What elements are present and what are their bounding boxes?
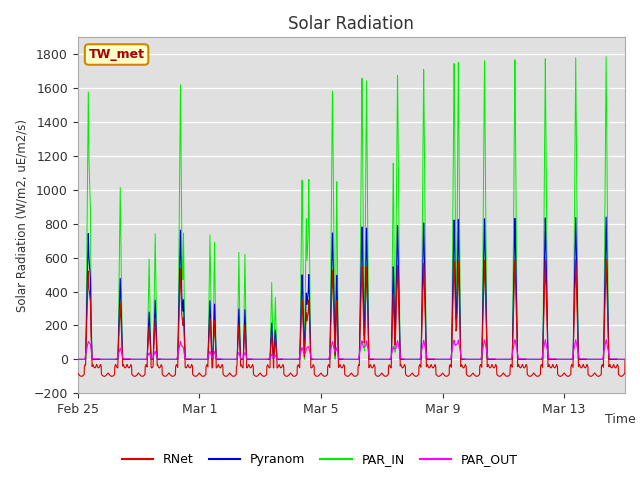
Text: TW_met: TW_met xyxy=(88,48,145,61)
Y-axis label: Solar Radiation (W/m2, uE/m2/s): Solar Radiation (W/m2, uE/m2/s) xyxy=(15,119,28,312)
Legend: RNet, Pyranom, PAR_IN, PAR_OUT: RNet, Pyranom, PAR_IN, PAR_OUT xyxy=(117,448,523,471)
Title: Solar Radiation: Solar Radiation xyxy=(289,15,414,33)
X-axis label: Time: Time xyxy=(605,413,636,426)
